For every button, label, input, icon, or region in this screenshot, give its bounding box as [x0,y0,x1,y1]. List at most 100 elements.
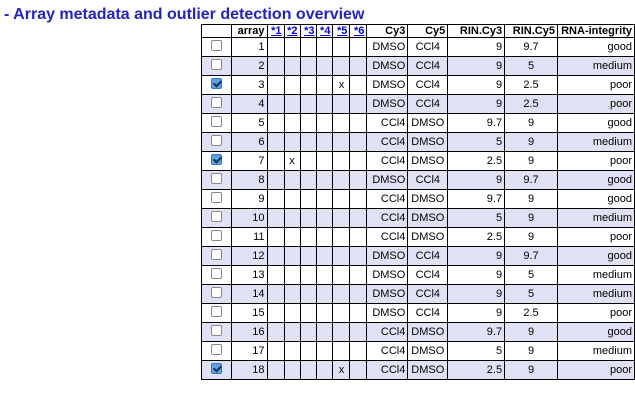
row-select-cell[interactable] [201,265,232,285]
header-flag-4[interactable]: *4 [316,24,334,38]
row-select-cell[interactable] [201,284,232,304]
flag-link-3[interactable]: *3 [304,24,315,37]
flag-3-cell [299,113,318,133]
flag-6-cell [349,322,368,342]
rin-cy3-cell: 2.5 [447,227,506,247]
row-select-cell[interactable] [201,208,232,228]
array-id-cell: 17 [230,341,268,361]
flag-6-cell [349,170,368,190]
rin-cy3-cell: 9 [447,94,506,114]
header-flag-5[interactable]: *5 [332,24,351,38]
flag-5-cell [332,208,351,228]
header-flag-2[interactable]: *2 [283,24,301,38]
flag-3-cell [299,132,318,152]
flag-2-cell [283,265,301,285]
flag-1-cell [266,322,285,342]
flag-3-cell [299,94,318,114]
row-select-cell[interactable] [201,360,232,380]
flag-5-cell [332,151,351,171]
row-select-cell[interactable] [201,170,232,190]
checkbox-checked[interactable] [210,154,222,166]
array-id-cell: 5 [230,113,268,133]
cy5-cell: DMSO [407,341,449,361]
row-select-cell[interactable] [201,132,232,152]
flag-2-cell [283,94,301,114]
flag-4-cell [316,56,334,76]
header-rin-cy3: RIN.Cy3 [447,24,506,38]
checkbox-unchecked[interactable] [210,59,222,71]
table-row: 4 DMSO CCl4 9 2.5 poor [201,94,635,114]
row-select-cell[interactable] [201,75,232,95]
checkbox-unchecked[interactable] [210,249,222,261]
flag-4-cell [316,94,334,114]
flag-1-cell [266,56,285,76]
flag-1-cell [266,113,285,133]
flag-5-cell [332,56,351,76]
checkbox-unchecked[interactable] [210,116,222,128]
row-select-cell[interactable] [201,341,232,361]
cy3-cell: DMSO [366,37,409,57]
table-row: 13 DMSO CCl4 9 5 medium [201,265,635,285]
flag-link-6[interactable]: *6 [353,24,365,37]
row-select-cell[interactable] [201,56,232,76]
checkbox-unchecked[interactable] [210,97,222,109]
row-select-cell[interactable] [201,94,232,114]
cy5-cell: DMSO [407,360,449,380]
header-select [201,24,232,38]
rna-integrity-cell: medium [556,208,635,228]
rin-cy5-cell: 9 [504,189,558,209]
cy5-cell: CCl4 [407,303,449,323]
rin-cy5-cell: 9 [504,227,558,247]
header-flag-6[interactable]: *6 [349,24,368,38]
checkbox-unchecked[interactable] [210,211,222,223]
flag-link-1[interactable]: *1 [271,24,282,37]
flag-link-5[interactable]: *5 [337,24,348,37]
flag-4-cell [316,75,334,95]
array-id-cell: 4 [230,94,268,114]
cy3-cell: DMSO [366,56,409,76]
table-row: 11 CCl4 DMSO 2.5 9 poor [201,227,635,247]
checkbox-unchecked[interactable] [210,230,222,242]
flag-5-cell [332,246,351,266]
flag-6-cell [349,227,368,247]
checkbox-unchecked[interactable] [210,268,222,280]
rin-cy5-cell: 5 [504,265,558,285]
row-select-cell[interactable] [201,37,232,57]
row-select-cell[interactable] [201,303,232,323]
flag-1-cell [266,360,285,380]
rin-cy3-cell: 2.5 [447,151,506,171]
checkbox-checked[interactable] [210,78,222,90]
cy3-cell: CCl4 [366,341,409,361]
table-row: 10 CCl4 DMSO 5 9 medium [201,208,635,228]
row-select-cell[interactable] [201,151,232,171]
rin-cy5-cell: 9.7 [504,170,558,190]
rin-cy5-cell: 9 [504,132,558,152]
flag-link-2[interactable]: *2 [287,24,298,37]
row-select-cell[interactable] [201,246,232,266]
checkbox-unchecked[interactable] [210,344,222,356]
checkbox-unchecked[interactable] [210,135,222,147]
row-select-cell[interactable] [201,322,232,342]
header-flag-1[interactable]: *1 [266,24,285,38]
checkbox-unchecked[interactable] [210,325,222,337]
flag-3-cell [299,265,318,285]
checkbox-unchecked[interactable] [210,306,222,318]
cy3-cell: DMSO [366,94,409,114]
checkbox-unchecked[interactable] [210,173,222,185]
cy3-cell: CCl4 [366,151,409,171]
row-select-cell[interactable] [201,189,232,209]
header-flag-3[interactable]: *3 [299,24,318,38]
flag-2-cell [283,75,301,95]
row-select-cell[interactable] [201,113,232,133]
cy5-cell: DMSO [407,151,449,171]
checkbox-unchecked[interactable] [210,192,222,204]
row-select-cell[interactable] [201,227,232,247]
checkbox-unchecked[interactable] [210,287,222,299]
flag-4-cell [316,208,334,228]
checkbox-unchecked[interactable] [210,40,222,52]
rna-integrity-cell: poor [556,151,635,171]
cy5-cell: CCl4 [407,94,449,114]
flag-link-4[interactable]: *4 [320,24,331,37]
checkbox-checked[interactable] [210,363,222,375]
array-id-cell: 12 [230,246,268,266]
